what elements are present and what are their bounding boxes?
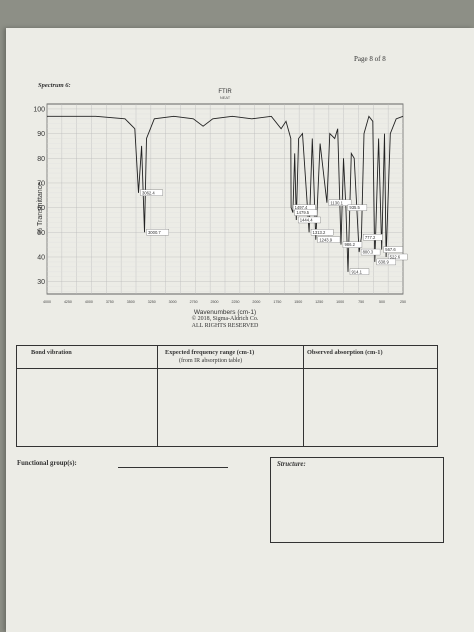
chart-title-block: FTIR NEAT — [205, 89, 245, 101]
peak-label-box — [298, 216, 321, 224]
copyright-line: © 2018, Sigma-Aldrich Co. — [191, 316, 259, 322]
peak-label-box — [376, 258, 396, 266]
peak-label-box — [383, 246, 403, 253]
chart-subtitle: NEAT — [219, 95, 231, 100]
peak-label-777.2: 777.2 — [365, 235, 376, 240]
y-tick-label: 80 — [37, 156, 45, 163]
functional-groups-label: Functional group(s): — [17, 460, 77, 467]
table-divider — [157, 346, 158, 446]
peak-label-box — [317, 236, 341, 243]
x-tick-label: 2500 — [211, 300, 219, 304]
y-tick-label: 90 — [37, 131, 45, 138]
col-header-bond-vibration: Bond vibration — [31, 349, 72, 356]
table-header-rule — [17, 368, 437, 369]
x-tick-label: 1500 — [294, 300, 302, 304]
bond-vibration-cell[interactable] — [17, 369, 157, 447]
y-tick-label: 40 — [37, 254, 45, 261]
page-number: Page 8 of 8 — [354, 55, 386, 63]
y-axis-label: % Transmittance — [37, 182, 44, 234]
peak-label-1497.4: 1497.4 — [295, 205, 308, 210]
bond-vibration-table: Bond vibration Expected frequency range … — [16, 345, 438, 447]
peak-label-3000.7: 3000.7 — [148, 230, 161, 235]
peak-label-1313.2: 1313.2 — [313, 230, 326, 235]
chart-title: FTIR — [218, 89, 232, 95]
peak-label-986.2: 986.2 — [344, 242, 355, 247]
x-axis-label: Wavenumbers (cm-1) — [193, 309, 257, 316]
x-tick-label: 2250 — [231, 300, 239, 304]
col-header-expected-sub: (from IR absorption table) — [179, 358, 243, 364]
x-tick-label: 3250 — [148, 300, 156, 304]
peak-label-box — [140, 189, 163, 196]
x-tick-label: 4250 — [64, 300, 72, 304]
col-header-expected-range: Expected frequency range (cm-1) — [165, 349, 255, 356]
peak-label-box — [347, 204, 368, 211]
x-tick-label: 2750 — [190, 300, 198, 304]
x-tick-label: 4000 — [85, 300, 93, 304]
x-tick-label: 2000 — [252, 300, 260, 304]
peak-label-box — [363, 234, 383, 241]
x-tick-label: 3750 — [106, 300, 114, 304]
peak-label-box — [342, 241, 363, 248]
x-tick-label: 1250 — [315, 300, 323, 304]
y-tick-label: 100 — [33, 106, 45, 113]
y-tick-label: 60 — [37, 205, 45, 212]
expected-range-cell[interactable] — [158, 369, 303, 447]
peak-label-box — [310, 229, 334, 236]
peak-label-box — [360, 248, 381, 256]
peak-label-1243.9: 1243.9 — [319, 237, 332, 242]
peak-label-1444.4: 1444.4 — [300, 218, 313, 223]
peak-label-3062.4: 3062.4 — [142, 190, 155, 195]
y-tick-label: 30 — [37, 279, 45, 286]
peak-label-box — [388, 253, 408, 261]
table-divider — [303, 346, 304, 446]
peak-label-567.6: 567.6 — [385, 247, 396, 252]
peak-label-800.3: 800.3 — [363, 250, 374, 255]
peak-label-box — [294, 209, 318, 216]
peak-label-1479.5: 1479.5 — [296, 210, 309, 215]
structure-label: Structure: — [277, 461, 306, 468]
x-tick-label: 500 — [379, 300, 385, 304]
spectrum-series-line — [47, 115, 404, 272]
rights-line: ALL RIGHTS RESERVED — [191, 323, 259, 329]
peak-label-522.6: 522.6 — [390, 255, 401, 260]
x-tick-label: 1750 — [273, 300, 281, 304]
spectrum-label: Spectrum 6: — [38, 82, 71, 89]
peak-label-914.1: 914.1 — [351, 269, 362, 274]
x-tick-label: 250 — [400, 300, 406, 304]
peak-label-1130.1: 1130.1 — [330, 200, 343, 205]
x-tick-label: 4000 — [43, 300, 51, 304]
x-tick-label: 3000 — [169, 300, 177, 304]
structure-answer-box[interactable]: Structure: — [270, 457, 444, 543]
x-tick-label: 1000 — [336, 300, 344, 304]
functional-groups-answer-line[interactable] — [118, 467, 228, 468]
x-tick-label: 750 — [358, 300, 364, 304]
peak-label-box — [146, 229, 169, 236]
peak-label-638.9: 638.9 — [378, 260, 389, 265]
y-tick-label: 70 — [37, 180, 45, 187]
y-tick-label: 50 — [37, 230, 45, 237]
peak-label-box — [349, 268, 370, 275]
x-axis-caption: Wavenumbers (cm-1) © 2018, Sigma-Aldrich… — [160, 309, 290, 330]
col-header-observed: Observed absorption (cm-1) — [307, 349, 383, 356]
peak-label-box — [328, 199, 352, 206]
peak-label-935.5: 935.5 — [349, 205, 360, 210]
observed-absorption-cell[interactable] — [304, 369, 438, 447]
x-tick-label: 3500 — [127, 300, 135, 304]
ir-spectrum-chart: 100 90 80 70 60 50 40 30 4000 4250 4000 3750 3500 325… — [33, 103, 408, 304]
